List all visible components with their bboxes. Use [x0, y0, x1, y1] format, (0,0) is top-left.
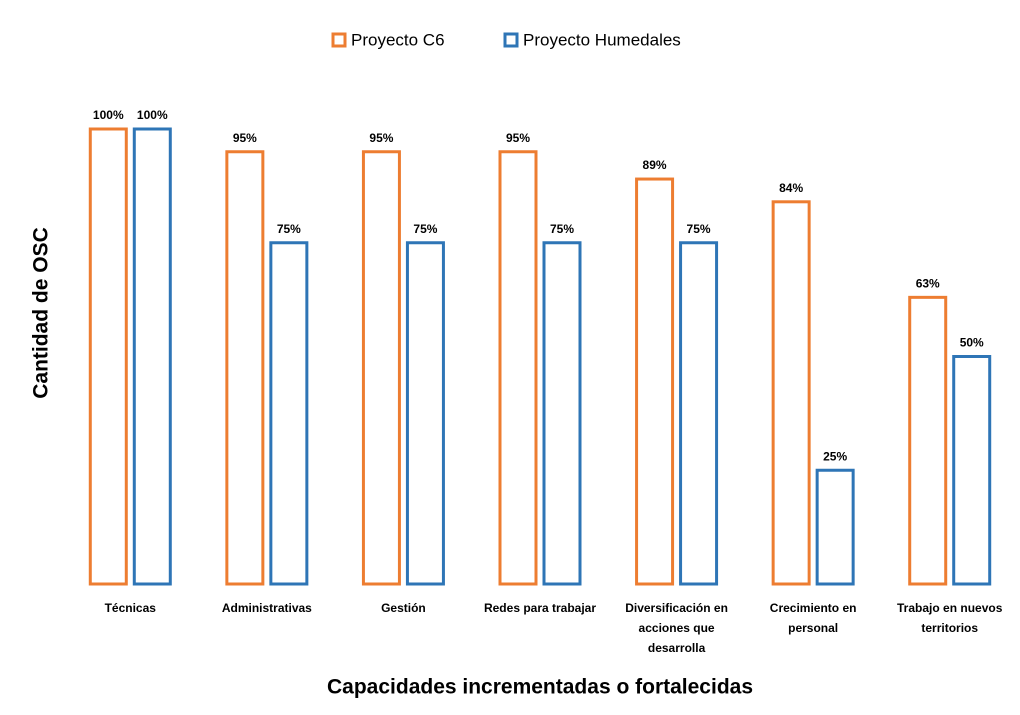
value-label: 95%	[233, 131, 257, 145]
bar	[88, 127, 128, 586]
bar	[542, 241, 582, 586]
x-tick-text: Redes para trabajar	[483, 601, 597, 615]
bar	[269, 241, 309, 586]
value-label: 75%	[687, 222, 711, 236]
legend-swatch	[331, 32, 347, 48]
legend-swatch	[503, 32, 519, 48]
x-tick-label: Redes para trabajar	[483, 601, 597, 615]
x-tick-label: Trabajo en nuevos territorios	[897, 601, 1003, 635]
bar	[771, 200, 811, 586]
x-tick-text: Trabajo en nuevos territorios	[897, 601, 1003, 635]
value-label: 63%	[916, 277, 940, 291]
value-label: 50%	[960, 336, 984, 350]
x-tick-label: Administrativas	[221, 601, 312, 615]
bar	[815, 468, 855, 586]
bar	[679, 241, 719, 586]
value-label: 25%	[823, 449, 847, 463]
x-tick-text: Administrativas	[221, 601, 312, 615]
x-tick-label: Diversificación en acciones que desarrol…	[625, 601, 728, 655]
x-tick-text: Crecimiento en personal	[769, 601, 857, 635]
bar	[361, 150, 401, 586]
x-tick-text: Técnicas	[104, 601, 156, 615]
bar	[405, 241, 445, 586]
bar	[952, 355, 992, 586]
bar	[908, 295, 948, 586]
x-tick-text: Gestión	[381, 601, 426, 615]
x-tick-label: Crecimiento en personal	[769, 601, 857, 635]
x-tick-label: Técnicas	[104, 601, 156, 615]
x-tick-text: Diversificación en acciones que desarrol…	[625, 601, 728, 655]
value-label: 95%	[506, 131, 530, 145]
value-label: 100%	[93, 108, 124, 122]
value-label: 75%	[550, 222, 574, 236]
legend-label: Proyecto C6	[351, 30, 445, 49]
value-label: 75%	[277, 222, 301, 236]
value-label: 89%	[643, 158, 667, 172]
y-axis-label: Cantidad de OSC	[30, 227, 53, 399]
value-label: 100%	[137, 108, 168, 122]
x-axis-label: Capacidades incrementadas o fortalecidas	[327, 676, 753, 699]
value-label: 95%	[369, 131, 393, 145]
legend-label: Proyecto Humedales	[523, 30, 681, 49]
bar	[498, 150, 538, 586]
bar	[225, 150, 265, 586]
bar	[635, 177, 675, 586]
value-label: 84%	[779, 181, 803, 195]
bar	[132, 127, 172, 586]
value-label: 75%	[413, 222, 437, 236]
x-tick-label: Gestión	[381, 601, 426, 615]
